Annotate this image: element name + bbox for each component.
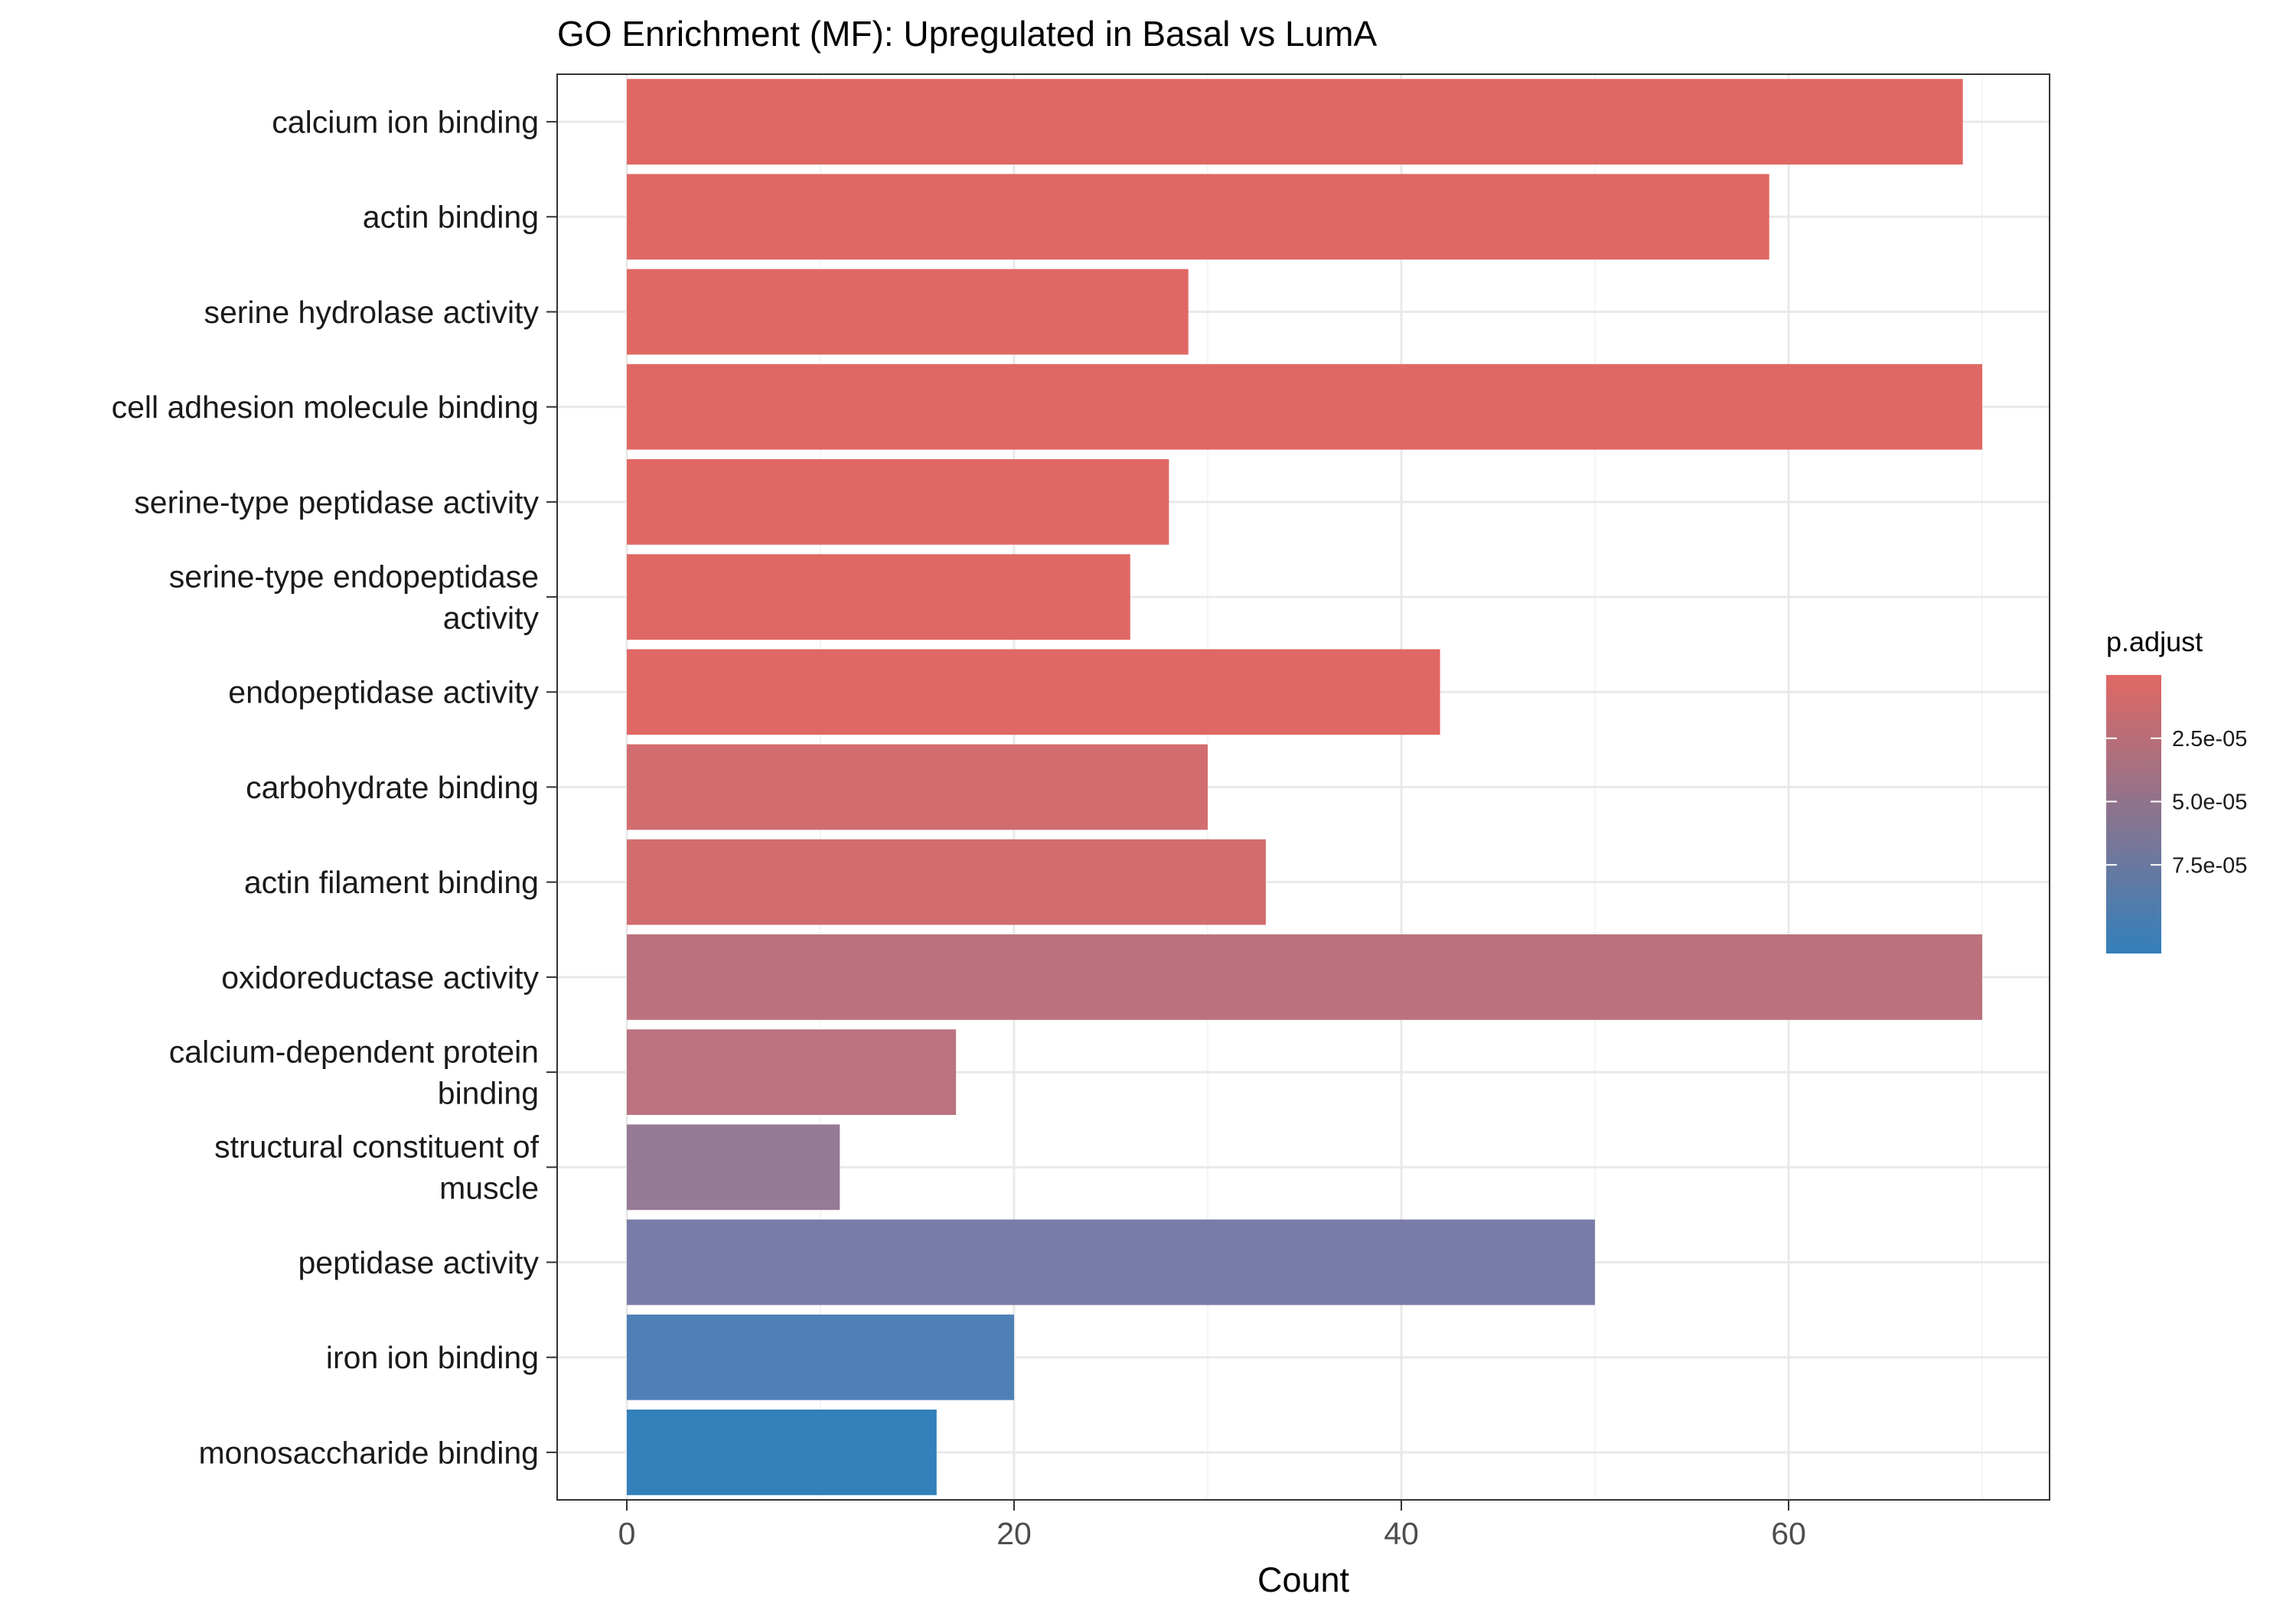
legend-title: p.adjust bbox=[2106, 626, 2203, 657]
legend-colorbar bbox=[2106, 675, 2161, 953]
category-label: endopeptidase activity bbox=[228, 675, 539, 710]
bar bbox=[627, 1124, 840, 1211]
category-label: cell adhesion molecule binding bbox=[112, 390, 539, 425]
category-label: calcium-dependent protein binding bbox=[169, 1034, 539, 1110]
category-label: iron ion binding bbox=[326, 1340, 539, 1375]
category-axis: calcium ion binding actin binding serine h… bbox=[112, 104, 557, 1470]
category-label: carbohydrate binding bbox=[246, 770, 539, 805]
bar bbox=[627, 744, 1208, 830]
category-label: structural constituent of muscle bbox=[214, 1129, 539, 1206]
bar bbox=[627, 554, 1130, 640]
category-label: calcium ion binding bbox=[272, 104, 539, 139]
bar bbox=[627, 1219, 1595, 1305]
x-tick-label: 20 bbox=[996, 1516, 1032, 1551]
legend-tick-label: 2.5e-05 bbox=[2172, 727, 2247, 751]
bar bbox=[627, 363, 1982, 450]
bar bbox=[627, 174, 1769, 260]
category-label: actin binding bbox=[363, 200, 539, 235]
category-label: peptidase activity bbox=[298, 1245, 539, 1280]
x-tick-label: 0 bbox=[618, 1516, 636, 1551]
category-label: oxidoreductase activity bbox=[221, 960, 539, 995]
bars bbox=[627, 79, 1982, 1495]
bar bbox=[627, 934, 1982, 1020]
category-label: serine hydrolase activity bbox=[204, 295, 539, 330]
legend-tick-label: 5.0e-05 bbox=[2172, 790, 2247, 815]
x-axis-title: Count bbox=[1257, 1560, 1350, 1599]
bar bbox=[627, 1314, 1014, 1400]
x-tick-label: 40 bbox=[1384, 1516, 1419, 1551]
category-label: serine-type peptidase activity bbox=[134, 484, 539, 520]
legend-tick-label: 7.5e-05 bbox=[2172, 853, 2247, 878]
bar bbox=[627, 269, 1189, 355]
x-axis: 0 20 40 60 bbox=[618, 1500, 1806, 1551]
x-tick-label: 60 bbox=[1771, 1516, 1806, 1551]
bar bbox=[627, 79, 1963, 165]
category-label: actin filament binding bbox=[244, 865, 539, 900]
bar bbox=[627, 649, 1440, 735]
legend: p.adjust 2.5e-05 5.0e-05 7.5e-05 bbox=[2106, 626, 2247, 953]
bar bbox=[627, 1410, 937, 1495]
category-label: serine-type endopeptidase activity bbox=[169, 559, 540, 635]
category-label: monosaccharide binding bbox=[199, 1435, 539, 1470]
bar bbox=[627, 1029, 957, 1115]
chart-title: GO Enrichment (MF): Upregulated in Basal… bbox=[557, 14, 1377, 54]
bar bbox=[627, 839, 1266, 925]
bar bbox=[627, 459, 1169, 545]
